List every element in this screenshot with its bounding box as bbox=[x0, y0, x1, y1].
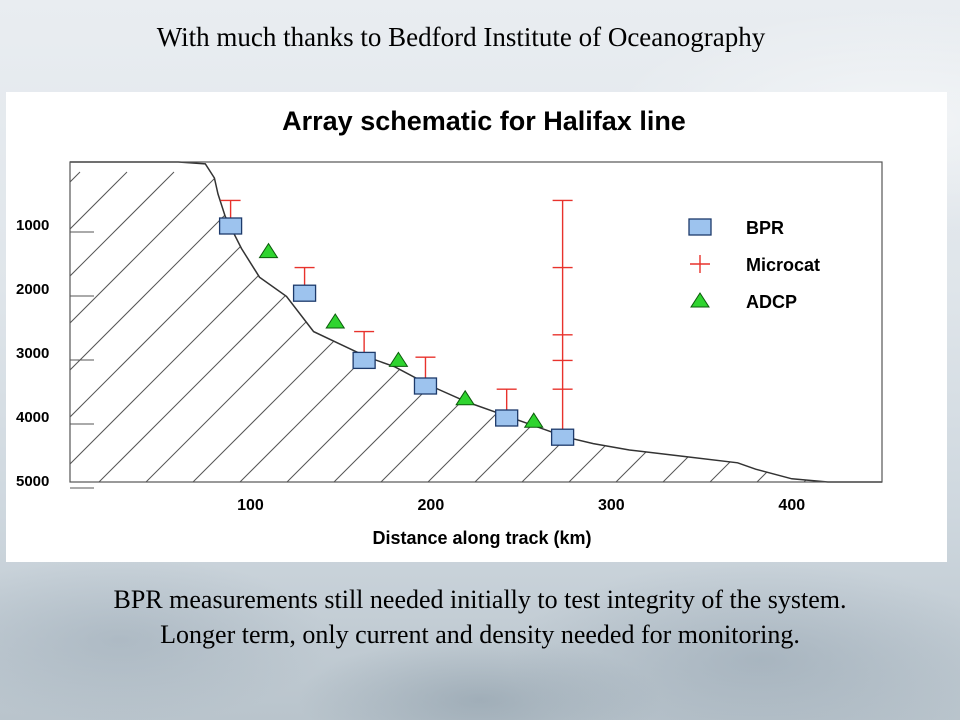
hatch-line-5 bbox=[70, 171, 316, 482]
bpr-marker bbox=[292, 284, 317, 302]
caption-line-2: Longer term, only current and density ne… bbox=[160, 620, 800, 649]
array-schematic-svg: Array schematic for Halifax line 1000 200… bbox=[16, 106, 947, 548]
y-tick-label: 5000 bbox=[16, 473, 49, 490]
array-schematic-figure: Array schematic for Halifax line 1000 200… bbox=[6, 92, 947, 562]
adcp-marker bbox=[455, 389, 476, 406]
microcat-markers bbox=[220, 199, 573, 438]
hatch-line-13 bbox=[380, 171, 692, 482]
x-tick-label: 300 bbox=[598, 497, 625, 514]
bpr-marker bbox=[550, 428, 575, 446]
hatch-line-17 bbox=[568, 171, 880, 482]
mooring-lines bbox=[229, 200, 564, 438]
hatch-line-24 bbox=[898, 172, 947, 482]
hatch-line-3 bbox=[70, 171, 222, 482]
hatch-line-21 bbox=[756, 171, 882, 482]
x-axis-ticks: 100 200 300 400 bbox=[237, 497, 805, 514]
y-axis-ticks: 1000 2000 3000 4000 5000 bbox=[16, 217, 94, 490]
figure-title: Array schematic for Halifax line bbox=[282, 106, 686, 136]
hatch-line-6 bbox=[70, 171, 363, 482]
adcp-markers bbox=[258, 242, 544, 428]
hatch-line-12 bbox=[333, 171, 645, 482]
credit-text: With much thanks to Bedford Institute of… bbox=[156, 22, 766, 52]
bpr-marker bbox=[218, 217, 243, 235]
hatch-line-2 bbox=[70, 171, 175, 482]
hatch-line-22 bbox=[803, 171, 882, 482]
x-tick-label: 200 bbox=[418, 497, 445, 514]
caption-line-1: BPR measurements still needed initially … bbox=[113, 585, 847, 614]
y-tick-label: 1000 bbox=[16, 217, 49, 234]
x-tick-label: 400 bbox=[778, 497, 805, 514]
hatch-line-4 bbox=[70, 171, 269, 482]
bpr-markers bbox=[218, 217, 575, 446]
adcp-marker bbox=[523, 412, 544, 428]
adcp-marker bbox=[388, 351, 409, 367]
y-tick-label: 4000 bbox=[16, 409, 49, 426]
bpr-marker bbox=[495, 409, 519, 427]
hatch-line-1 bbox=[70, 171, 128, 482]
hatch-line-15 bbox=[474, 171, 786, 482]
y-tick-label: 3000 bbox=[16, 345, 49, 362]
hatch-line-10 bbox=[239, 171, 551, 482]
hatch-line-8 bbox=[145, 171, 457, 482]
legend: BPR Microcat ADCP bbox=[688, 218, 820, 312]
bpr-marker bbox=[413, 377, 438, 395]
hatch-line-7 bbox=[98, 171, 410, 482]
legend-microcat-symbol bbox=[690, 255, 710, 273]
legend-label: ADCP bbox=[746, 292, 797, 312]
legend-label: Microcat bbox=[746, 255, 820, 275]
x-tick-label: 100 bbox=[237, 497, 264, 514]
hatch-line-23 bbox=[850, 171, 882, 482]
bpr-marker bbox=[352, 351, 376, 370]
y-tick-label: 2000 bbox=[16, 281, 49, 298]
plot-frame bbox=[69, 161, 883, 483]
legend-label: BPR bbox=[746, 218, 784, 238]
legend-bpr-symbol bbox=[688, 218, 712, 236]
adcp-marker bbox=[325, 313, 346, 329]
x-axis-label: Distance along track (km) bbox=[372, 528, 591, 548]
adcp-marker bbox=[258, 242, 279, 259]
seabed-hatching bbox=[70, 171, 947, 482]
legend-adcp-symbol bbox=[690, 292, 710, 308]
